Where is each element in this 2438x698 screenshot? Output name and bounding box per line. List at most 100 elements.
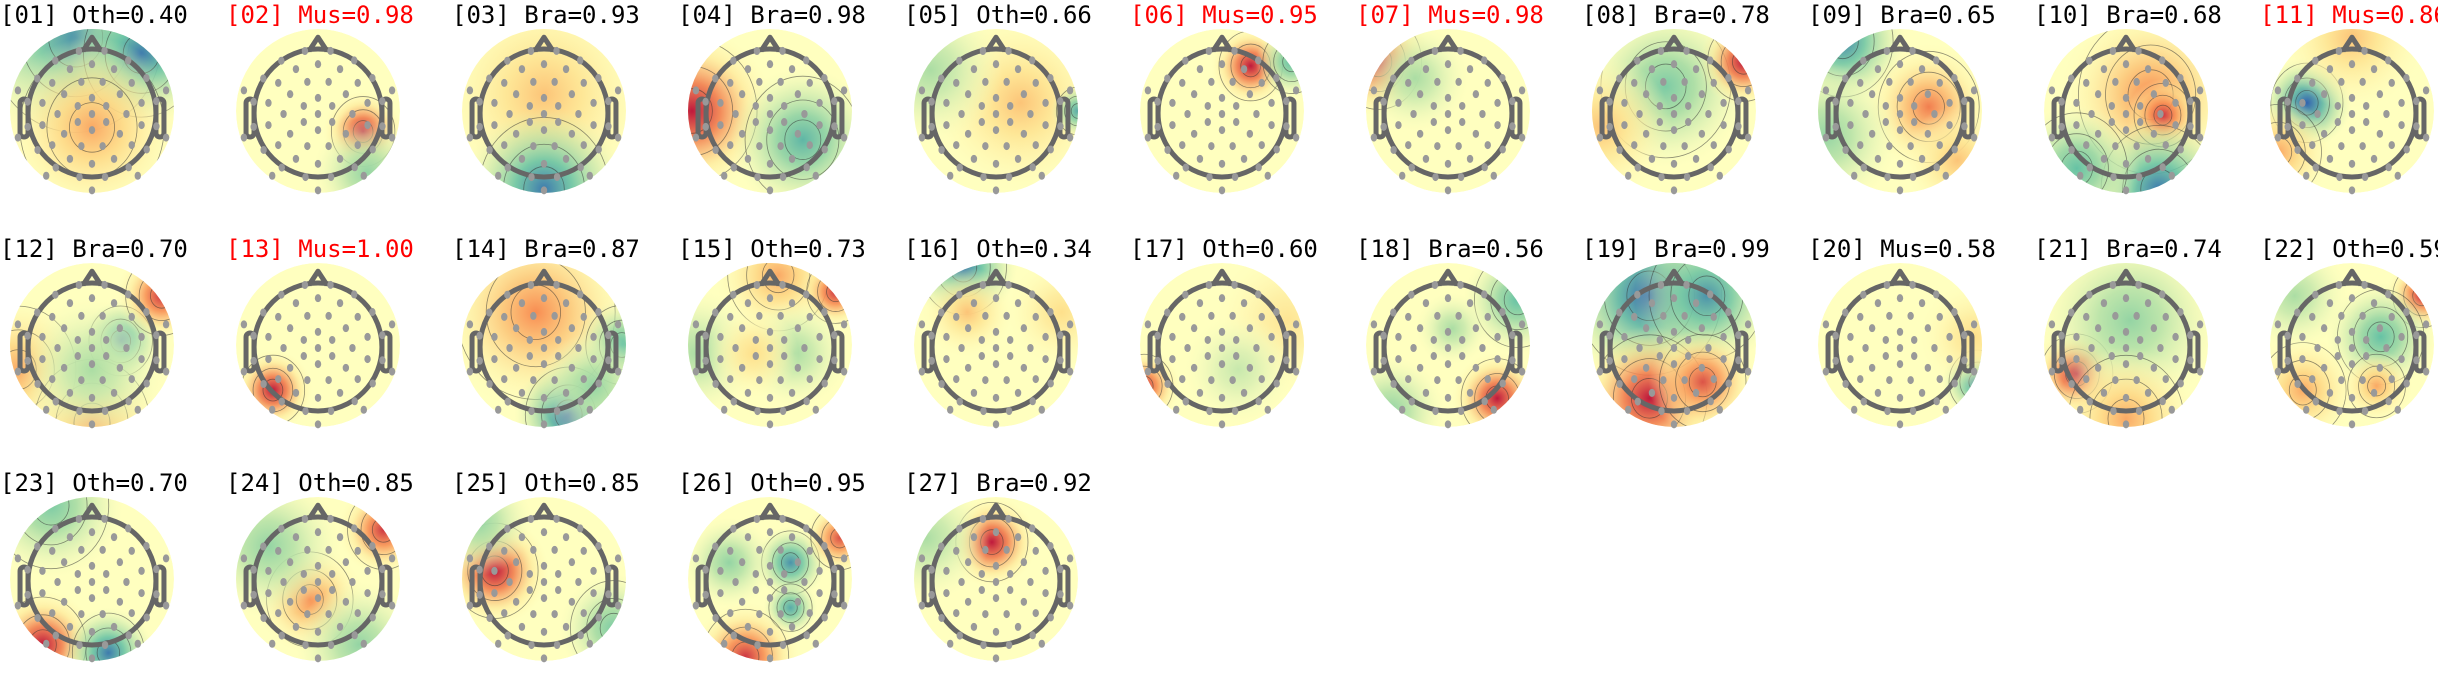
electrode-dot <box>88 294 96 303</box>
electrode-dot <box>1422 154 1430 163</box>
electrode-dot <box>1896 344 1904 352</box>
component-label: [05] Oth=0.66 <box>904 1 1092 29</box>
electrode-dot <box>34 379 41 388</box>
electrode-dot <box>88 594 96 603</box>
electrode-dot <box>614 601 622 610</box>
electrode-dot <box>1380 122 1387 131</box>
electrode-dot <box>314 110 322 118</box>
electrode-dot <box>692 320 700 329</box>
electrode-dot <box>2348 126 2356 135</box>
electrode-dot <box>555 335 562 344</box>
electrode-dot <box>816 566 823 575</box>
electrode-dot <box>2048 367 2056 376</box>
electrode-dot <box>1007 118 1014 127</box>
electrode-dot <box>1455 142 1462 151</box>
electrode-dot <box>495 639 502 648</box>
electrode-dot <box>2058 331 2065 340</box>
electrode-dot <box>1911 118 1918 127</box>
electrode-dot <box>840 86 848 95</box>
electrode-dot <box>562 154 570 163</box>
electrode-dot <box>1907 376 1914 385</box>
electrode-dot <box>1231 280 1238 289</box>
electrode-dot <box>1851 405 1858 414</box>
electrode-dot <box>1710 78 1717 87</box>
electrode-dot <box>1933 163 1940 172</box>
contour-line <box>1064 95 1078 127</box>
electrode-dot <box>275 375 282 384</box>
electrode-dot <box>1218 393 1226 402</box>
electrode-dot <box>1422 299 1430 308</box>
electrode-dot <box>577 163 584 172</box>
electrode-dot <box>1735 331 1742 340</box>
electrode-dot <box>1007 352 1014 361</box>
contour-line <box>776 592 805 623</box>
electrode-dot <box>24 565 31 574</box>
electrode-dot <box>512 558 520 567</box>
electrode-dot <box>1509 97 1516 106</box>
electrode-dot <box>577 290 584 299</box>
electrode-dot <box>702 565 709 574</box>
electrode-dot <box>1735 97 1742 106</box>
electrode-dot <box>575 110 582 118</box>
electrode-dot <box>138 98 145 107</box>
electrode-dot <box>1657 47 1665 56</box>
electrode-dot <box>1596 133 1604 142</box>
electrode-dot <box>265 121 272 130</box>
electrode-dot <box>992 110 1000 118</box>
electrode-dot <box>1822 133 1830 142</box>
electrode-dot <box>2336 407 2343 416</box>
electrode-dot <box>730 290 737 299</box>
electrode-dot <box>52 290 59 299</box>
electrode-dot <box>275 546 282 555</box>
electrode-dot <box>1370 367 1378 376</box>
electrode-dot <box>1692 299 1700 308</box>
electrode-dot <box>794 363 802 372</box>
scalp-map <box>688 497 852 663</box>
electrode-dot <box>1005 514 1012 523</box>
electrode-dot <box>354 609 361 618</box>
electrode-dot <box>982 77 989 86</box>
electrode-dot <box>1698 90 1706 99</box>
electrode-dot <box>1233 118 1240 127</box>
electrode-dot <box>24 122 31 131</box>
electrode-dot <box>744 388 752 397</box>
electrode-dot <box>116 558 124 567</box>
electrode-dot <box>530 376 537 385</box>
electrode-dot <box>2157 344 2164 352</box>
electrode-dot <box>518 299 526 308</box>
electrode-dot <box>1634 163 1641 172</box>
electrode-dot <box>1179 78 1186 87</box>
electrode-dot <box>555 569 562 578</box>
electrode-dot <box>614 320 622 329</box>
electrode-dot <box>2383 344 2390 352</box>
electrode-dot <box>766 294 774 303</box>
electrode-dot <box>938 145 945 154</box>
electrode-dot <box>1951 74 1958 83</box>
electrode-dot <box>1896 126 1904 135</box>
electrode-dot <box>1179 141 1186 150</box>
electrode-dot <box>2394 171 2401 180</box>
electrode-dot <box>2108 352 2115 361</box>
scalp-map <box>236 29 400 195</box>
electrode-dot <box>766 110 774 118</box>
electrode-dot <box>314 186 322 195</box>
electrode-dot <box>1005 172 1013 181</box>
electrode-dot <box>2196 133 2204 142</box>
electrode-dot <box>555 101 562 110</box>
electrode-dot <box>491 332 498 341</box>
scalp-map <box>1592 29 1756 195</box>
electrode-dot <box>779 406 787 415</box>
electrode-dot <box>1698 324 1706 333</box>
electrode-dot <box>2177 145 2184 154</box>
electrode-dot <box>1484 312 1491 321</box>
electrode-dot <box>314 420 322 429</box>
electrode-dot <box>1007 586 1014 595</box>
electrode-dot <box>1169 332 1176 341</box>
electrode-dot <box>1832 356 1839 365</box>
electrode-dot <box>2388 375 2395 384</box>
component-label: [01] Oth=0.40 <box>0 1 188 29</box>
electrode-dot <box>1606 97 1613 106</box>
electrode-dot <box>992 360 1000 369</box>
electrode-dot <box>14 86 22 95</box>
electrode-dot <box>116 90 124 99</box>
